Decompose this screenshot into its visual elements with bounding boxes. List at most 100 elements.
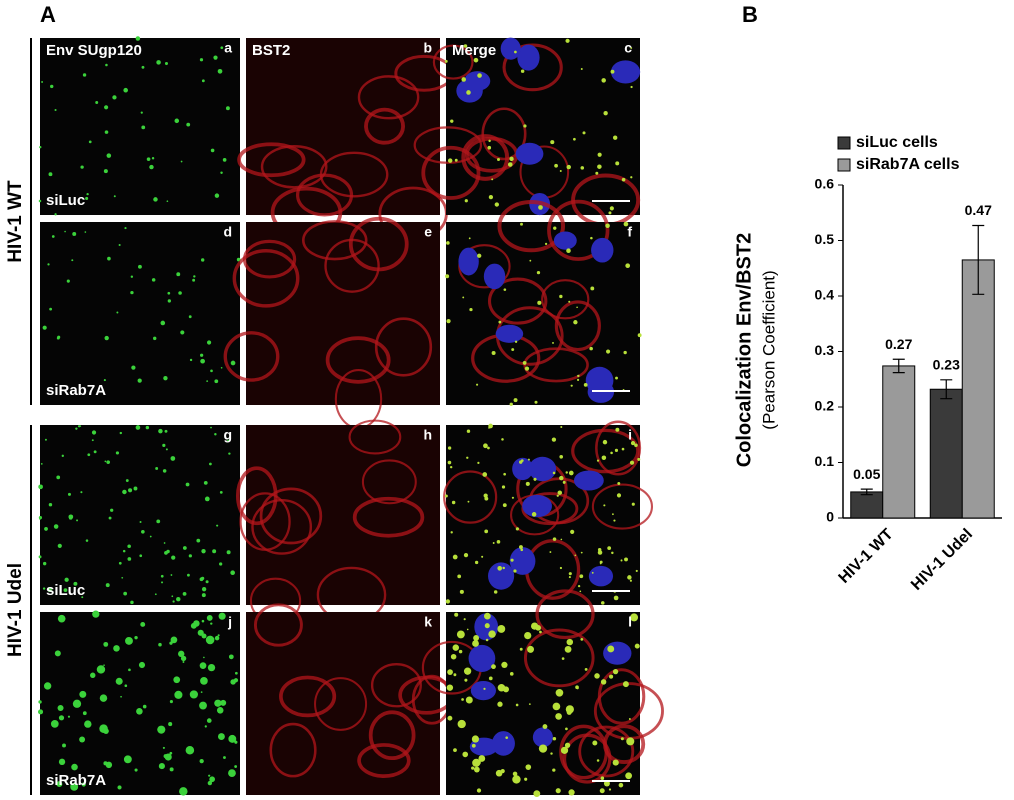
speck	[580, 551, 583, 554]
panel-letter: c	[624, 40, 632, 56]
speck	[568, 470, 574, 476]
micrograph	[37, 610, 240, 796]
speck	[47, 263, 50, 266]
speck	[166, 200, 169, 203]
speck	[566, 164, 571, 170]
speck	[454, 612, 459, 617]
cell	[302, 220, 368, 261]
panel-label: B	[742, 2, 758, 27]
speck	[457, 719, 466, 729]
speck	[210, 622, 213, 625]
nucleus	[610, 60, 641, 84]
cell	[324, 238, 380, 293]
nucleus	[517, 44, 540, 71]
speck	[203, 656, 205, 659]
cell	[497, 200, 566, 253]
speck	[134, 635, 138, 640]
speck	[566, 248, 571, 253]
cell	[554, 300, 601, 352]
speck	[164, 753, 172, 761]
speck	[476, 788, 482, 793]
speck	[118, 243, 121, 247]
speck	[555, 788, 561, 794]
speck	[450, 653, 457, 660]
speck	[501, 485, 506, 489]
speck	[595, 171, 599, 175]
speck	[58, 758, 66, 766]
speck	[81, 596, 84, 599]
cell	[487, 277, 548, 325]
speck	[213, 55, 218, 60]
speck	[600, 679, 607, 685]
speck	[171, 555, 176, 560]
speck	[630, 176, 633, 179]
speck	[142, 704, 147, 709]
speck	[461, 698, 464, 701]
speck	[200, 353, 204, 357]
speck	[48, 503, 53, 507]
speck	[105, 761, 113, 769]
speck	[130, 290, 134, 295]
speck	[228, 452, 231, 455]
speck	[580, 637, 584, 641]
speck	[523, 124, 527, 128]
speck	[155, 467, 159, 470]
micrograph-bg	[40, 425, 240, 605]
speck	[634, 443, 638, 448]
speck	[559, 475, 564, 481]
nucleus	[491, 731, 515, 756]
speck	[170, 574, 173, 576]
speck	[573, 320, 578, 325]
speck	[160, 320, 166, 326]
speck	[54, 213, 57, 216]
panel-letter: i	[628, 427, 632, 443]
cell	[269, 722, 317, 778]
speck	[180, 160, 183, 163]
cell	[461, 134, 510, 181]
speck	[514, 340, 518, 343]
speck	[483, 493, 488, 498]
value-label: 0.05	[853, 466, 880, 482]
speck	[115, 677, 123, 685]
speck	[95, 101, 99, 104]
panel-letter: g	[223, 427, 232, 443]
speck	[113, 195, 116, 198]
speck	[463, 553, 469, 558]
speck	[106, 460, 110, 464]
speck	[57, 543, 62, 548]
speck	[463, 618, 466, 621]
speck	[473, 57, 479, 63]
speck	[476, 383, 479, 386]
error-bar	[972, 224, 985, 295]
speck	[579, 574, 584, 579]
speck	[497, 625, 506, 633]
cell	[547, 199, 610, 261]
panel-letter: f	[627, 224, 632, 240]
speck	[468, 237, 471, 240]
x-tick-label: HIV-1 Udel	[908, 526, 976, 594]
speck	[488, 426, 490, 429]
speck	[176, 272, 181, 277]
speck	[576, 306, 578, 309]
speck	[596, 459, 600, 462]
speck	[79, 736, 86, 743]
speck	[167, 299, 172, 303]
speck	[555, 713, 562, 720]
speck	[118, 561, 122, 565]
speck	[93, 450, 97, 454]
speck	[498, 320, 502, 324]
speck	[196, 538, 201, 543]
speck	[513, 398, 518, 403]
speck	[156, 519, 161, 524]
speck	[228, 734, 237, 743]
speck	[535, 625, 542, 631]
panel-letter: j	[227, 614, 232, 630]
speck	[220, 699, 227, 706]
value-label: 0.23	[933, 357, 960, 373]
speck	[564, 742, 571, 748]
cell	[348, 419, 402, 455]
speck	[174, 690, 183, 699]
speck	[141, 529, 145, 534]
speck	[110, 508, 114, 512]
cell	[578, 725, 635, 778]
